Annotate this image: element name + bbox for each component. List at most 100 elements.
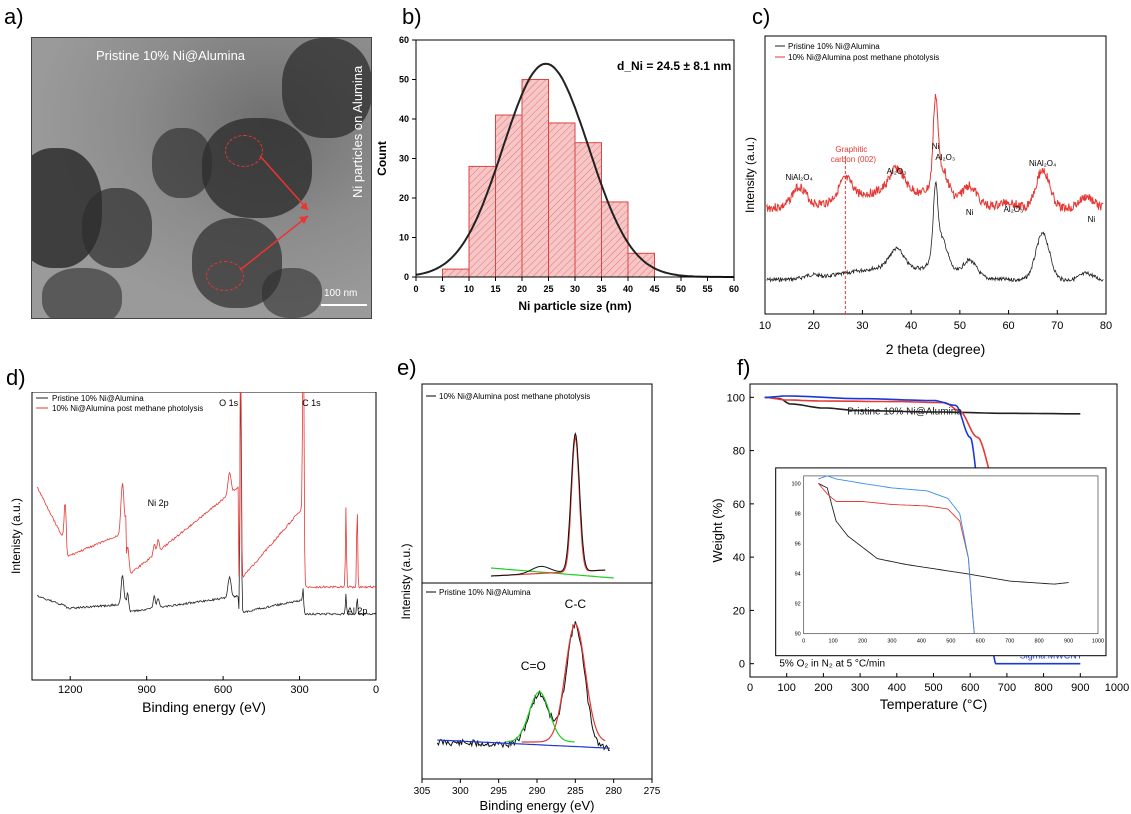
x-tick-label: 275 <box>644 786 661 797</box>
peak-label: Al₂O₃ <box>887 167 907 176</box>
y-tick-label: 100 <box>727 392 745 404</box>
chart-b-histogram: 0 5 10 15 20 25 30 35 40 45 50 55 60 0 10 20 30 40 50 60 Ni … <box>375 35 739 313</box>
x-tick-label: 700 <box>998 682 1016 694</box>
inset-x-tick-label: 400 <box>917 639 926 645</box>
inset-y-tick-label: 94 <box>795 572 801 578</box>
series-post-line <box>36 392 376 589</box>
x-tick-label: 900 <box>137 684 155 696</box>
plot-frame <box>421 383 653 780</box>
y-axis-label: Weight (%) <box>710 498 725 562</box>
x-axis-label: Binding energy (eV) <box>480 798 595 813</box>
particle-highlight-2 <box>206 261 244 291</box>
inset-plot-frame <box>803 475 1099 635</box>
inset-x-tick-label: 300 <box>887 639 896 645</box>
x-tick-label: 40 <box>623 284 633 294</box>
peak-label: O 1s <box>219 398 239 408</box>
bottom-co-fit-line <box>506 691 575 743</box>
y-tick-label: 80 <box>733 446 745 458</box>
x-tick-label: 45 <box>649 284 659 294</box>
x-tick-label: 300 <box>851 682 869 694</box>
histogram-bar <box>521 79 549 278</box>
series-label-pristine: Pristine 10% Ni@Alumina <box>847 407 962 418</box>
panel-label-c: c) <box>752 4 771 29</box>
x-tick-label: 300 <box>452 786 469 797</box>
histogram-bar <box>495 114 523 278</box>
panel-label-a: a) <box>4 4 24 29</box>
y-axis-label: Intenisty (a.u.) <box>9 498 23 574</box>
x-tick-label: 20 <box>517 284 527 294</box>
x-tick-label: 55 <box>702 284 712 294</box>
x-tick-label: 200 <box>814 682 832 694</box>
plot-frame <box>31 392 377 681</box>
y-tick-label: 0 <box>739 659 745 671</box>
legend-label-post: 10% Ni@Alumina post methane photolysis <box>788 53 939 62</box>
x-tick-label: 600 <box>961 682 979 694</box>
peak-label: Ni 2p <box>148 498 169 508</box>
peak-label: C 1s <box>302 398 321 408</box>
top-spectrum-line <box>491 432 606 577</box>
x-tick-label: 1200 <box>58 684 82 696</box>
bottom-baseline-line <box>437 739 610 749</box>
graphitic-label-2: carbon (002) <box>831 155 877 164</box>
legend-label-pristine: Pristine 10% Ni@Alumina <box>52 394 144 403</box>
inset-x-tick-label: 700 <box>1005 639 1014 645</box>
y-tick-label: 60 <box>733 499 745 511</box>
histogram-bar <box>442 268 470 278</box>
peak-label: Al₂O₃ <box>935 153 955 162</box>
legend-label-post: 10% Ni@Alumina post methane photolysis <box>52 404 203 413</box>
conditions-annotation: 5% O₂ in N₂ at 5 °C/min <box>779 658 885 669</box>
chart-f-tga: 0 100 200 300 400 500 600 700 800 900 100002040608… <box>710 383 1129 712</box>
x-tick-label: 290 <box>529 786 546 797</box>
inset-x-tick-label: 200 <box>858 639 867 645</box>
x-tick-label: 0 <box>413 284 418 294</box>
inset-x-tick-label: 600 <box>976 639 985 645</box>
y-tick-label: 40 <box>733 552 745 564</box>
peak-label: Al 2p <box>347 606 368 616</box>
legend-label-top: 10% Ni@Alumina post methane photolysis <box>439 392 590 401</box>
series-pristine-line <box>766 180 1104 283</box>
inset-pristine-line <box>818 483 1069 585</box>
y-tick-label: 20 <box>399 193 409 203</box>
histogram-bar <box>574 142 602 278</box>
x-axis-label: Binding energy (eV) <box>142 699 266 715</box>
peak-label: Ni <box>966 208 974 217</box>
graphitic-label-1: Graphitic <box>835 145 867 154</box>
x-tick-label: 30 <box>570 284 580 294</box>
x-tick-label: 35 <box>596 284 606 294</box>
peak-label-cc: C-C <box>565 597 587 611</box>
top-fit-line <box>491 435 606 577</box>
bottom-spectrum-line <box>436 621 610 752</box>
x-tick-label: 5 <box>440 284 445 294</box>
x-tick-label: 20 <box>808 320 820 332</box>
panel-label-f: f) <box>737 355 751 380</box>
histogram-bar <box>601 201 629 278</box>
x-tick-label: 0 <box>747 682 753 694</box>
inset-x-tick-label: 900 <box>1064 639 1073 645</box>
gaussian-fit-line <box>415 62 734 278</box>
x-tick-label: 60 <box>1002 320 1014 332</box>
x-tick-label: 25 <box>543 284 553 294</box>
x-tick-label: 50 <box>954 320 966 332</box>
y-axis-label: Intensity (a.u.) <box>743 137 757 213</box>
x-axis-label: Temperature (°C) <box>880 696 988 712</box>
bottom-cc-fit-line <box>521 623 606 743</box>
x-tick-label: 40 <box>905 320 917 332</box>
y-axis-label: Count <box>375 141 389 176</box>
peak-label-co: C=O <box>521 659 546 673</box>
x-tick-label: 10 <box>464 284 474 294</box>
x-tick-label: 300 <box>290 684 308 696</box>
x-tick-label: 1000 <box>1105 682 1129 694</box>
x-tick-label: 0 <box>373 684 379 696</box>
x-tick-label: 70 <box>1051 320 1063 332</box>
chart-e-xps-c1s: 10% Ni@Alumina post methane photolysis Pr… <box>399 383 661 813</box>
x-axis-label: Ni particle size (nm) <box>518 299 631 313</box>
peak-label: NiAl₂O₄ <box>785 173 812 182</box>
panel-label-e: e) <box>397 355 417 380</box>
series-post-line <box>766 93 1104 213</box>
x-tick-label: 500 <box>924 682 942 694</box>
x-tick-label: 80 <box>1100 320 1112 332</box>
x-tick-label: 15 <box>490 284 500 294</box>
x-tick-label: 900 <box>1071 682 1089 694</box>
peak-label: Al₂O₃ <box>1004 205 1024 214</box>
peak-label: NiAl₂O₄ <box>1029 159 1056 168</box>
